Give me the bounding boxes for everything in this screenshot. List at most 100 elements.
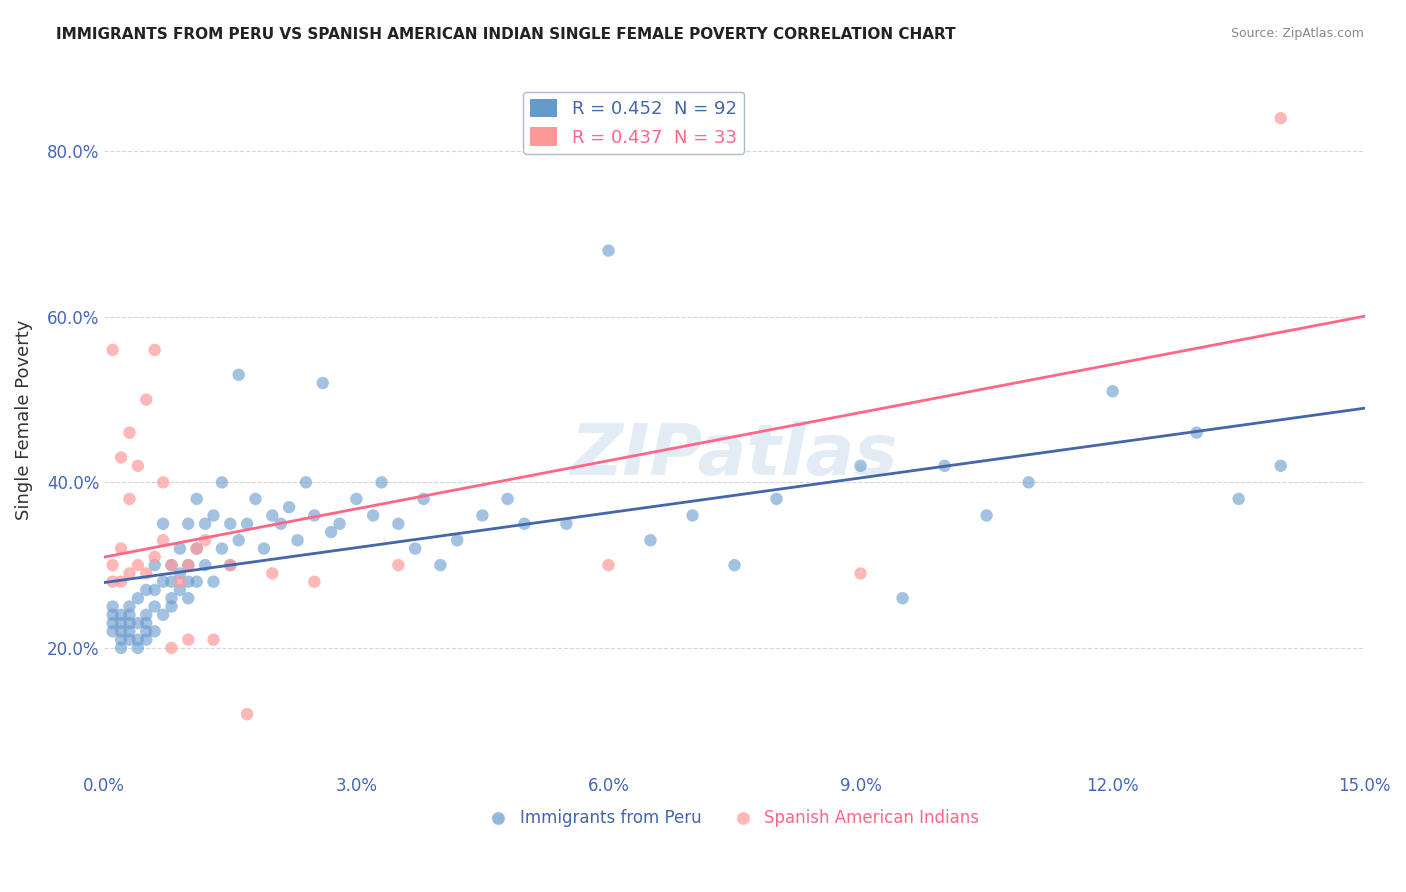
Spanish American Indians bbox=[152, 475, 174, 490]
Immigrants from Peru bbox=[219, 516, 242, 531]
Immigrants from Peru bbox=[118, 599, 141, 614]
Immigrants from Peru bbox=[1185, 425, 1208, 440]
Immigrants from Peru bbox=[160, 574, 183, 589]
Immigrants from Peru bbox=[513, 516, 536, 531]
Immigrants from Peru bbox=[1227, 491, 1250, 506]
Immigrants from Peru bbox=[152, 574, 174, 589]
Immigrants from Peru bbox=[194, 558, 217, 573]
Immigrants from Peru bbox=[287, 533, 309, 548]
Immigrants from Peru bbox=[127, 632, 149, 647]
Immigrants from Peru bbox=[135, 616, 157, 631]
Immigrants from Peru bbox=[321, 524, 343, 539]
Spanish American Indians bbox=[135, 566, 157, 581]
Legend: Immigrants from Peru, Spanish American Indians: Immigrants from Peru, Spanish American I… bbox=[482, 803, 986, 834]
Immigrants from Peru bbox=[127, 616, 149, 631]
Immigrants from Peru bbox=[262, 508, 284, 523]
Spanish American Indians bbox=[110, 450, 132, 465]
Spanish American Indians bbox=[127, 458, 149, 473]
Immigrants from Peru bbox=[236, 516, 259, 531]
Spanish American Indians bbox=[219, 558, 242, 573]
Text: Source: ZipAtlas.com: Source: ZipAtlas.com bbox=[1230, 27, 1364, 40]
Spanish American Indians bbox=[110, 574, 132, 589]
Spanish American Indians bbox=[118, 425, 141, 440]
Spanish American Indians bbox=[143, 549, 166, 564]
Immigrants from Peru bbox=[135, 607, 157, 622]
Immigrants from Peru bbox=[471, 508, 494, 523]
Immigrants from Peru bbox=[110, 632, 132, 647]
Immigrants from Peru bbox=[446, 533, 468, 548]
Immigrants from Peru bbox=[934, 458, 956, 473]
Immigrants from Peru bbox=[404, 541, 426, 556]
Immigrants from Peru bbox=[169, 582, 191, 597]
Immigrants from Peru bbox=[110, 640, 132, 655]
Immigrants from Peru bbox=[135, 624, 157, 639]
Immigrants from Peru bbox=[278, 500, 301, 515]
Immigrants from Peru bbox=[328, 516, 350, 531]
Spanish American Indians bbox=[110, 541, 132, 556]
Immigrants from Peru bbox=[723, 558, 745, 573]
Immigrants from Peru bbox=[412, 491, 434, 506]
Spanish American Indians bbox=[1270, 111, 1292, 125]
Immigrants from Peru bbox=[143, 624, 166, 639]
Immigrants from Peru bbox=[976, 508, 998, 523]
Immigrants from Peru bbox=[135, 632, 157, 647]
Immigrants from Peru bbox=[387, 516, 409, 531]
Y-axis label: Single Female Poverty: Single Female Poverty bbox=[15, 320, 32, 520]
Immigrants from Peru bbox=[110, 624, 132, 639]
Immigrants from Peru bbox=[101, 624, 124, 639]
Immigrants from Peru bbox=[344, 491, 367, 506]
Spanish American Indians bbox=[598, 558, 620, 573]
Immigrants from Peru bbox=[219, 558, 242, 573]
Spanish American Indians bbox=[160, 558, 183, 573]
Immigrants from Peru bbox=[110, 607, 132, 622]
Immigrants from Peru bbox=[118, 616, 141, 631]
Immigrants from Peru bbox=[202, 508, 225, 523]
Spanish American Indians bbox=[177, 558, 200, 573]
Immigrants from Peru bbox=[270, 516, 292, 531]
Immigrants from Peru bbox=[1270, 458, 1292, 473]
Immigrants from Peru bbox=[295, 475, 318, 490]
Immigrants from Peru bbox=[1101, 384, 1123, 399]
Immigrants from Peru bbox=[186, 574, 208, 589]
Spanish American Indians bbox=[101, 558, 124, 573]
Immigrants from Peru bbox=[202, 574, 225, 589]
Spanish American Indians bbox=[127, 558, 149, 573]
Immigrants from Peru bbox=[169, 541, 191, 556]
Spanish American Indians bbox=[118, 566, 141, 581]
Spanish American Indians bbox=[849, 566, 872, 581]
Immigrants from Peru bbox=[177, 516, 200, 531]
Immigrants from Peru bbox=[177, 591, 200, 606]
Immigrants from Peru bbox=[598, 244, 620, 258]
Immigrants from Peru bbox=[160, 599, 183, 614]
Spanish American Indians bbox=[202, 632, 225, 647]
Immigrants from Peru bbox=[228, 368, 250, 382]
Spanish American Indians bbox=[101, 574, 124, 589]
Immigrants from Peru bbox=[143, 582, 166, 597]
Immigrants from Peru bbox=[143, 558, 166, 573]
Immigrants from Peru bbox=[682, 508, 704, 523]
Immigrants from Peru bbox=[194, 516, 217, 531]
Immigrants from Peru bbox=[849, 458, 872, 473]
Immigrants from Peru bbox=[143, 599, 166, 614]
Immigrants from Peru bbox=[496, 491, 519, 506]
Immigrants from Peru bbox=[361, 508, 384, 523]
Spanish American Indians bbox=[262, 566, 284, 581]
Spanish American Indians bbox=[160, 640, 183, 655]
Immigrants from Peru bbox=[211, 475, 233, 490]
Spanish American Indians bbox=[387, 558, 409, 573]
Immigrants from Peru bbox=[891, 591, 914, 606]
Immigrants from Peru bbox=[555, 516, 578, 531]
Immigrants from Peru bbox=[101, 607, 124, 622]
Immigrants from Peru bbox=[186, 491, 208, 506]
Immigrants from Peru bbox=[152, 607, 174, 622]
Immigrants from Peru bbox=[110, 616, 132, 631]
Immigrants from Peru bbox=[640, 533, 662, 548]
Spanish American Indians bbox=[101, 343, 124, 357]
Immigrants from Peru bbox=[211, 541, 233, 556]
Text: IMMIGRANTS FROM PERU VS SPANISH AMERICAN INDIAN SINGLE FEMALE POVERTY CORRELATIO: IMMIGRANTS FROM PERU VS SPANISH AMERICAN… bbox=[56, 27, 956, 42]
Spanish American Indians bbox=[118, 491, 141, 506]
Immigrants from Peru bbox=[429, 558, 451, 573]
Immigrants from Peru bbox=[160, 558, 183, 573]
Immigrants from Peru bbox=[169, 566, 191, 581]
Immigrants from Peru bbox=[118, 607, 141, 622]
